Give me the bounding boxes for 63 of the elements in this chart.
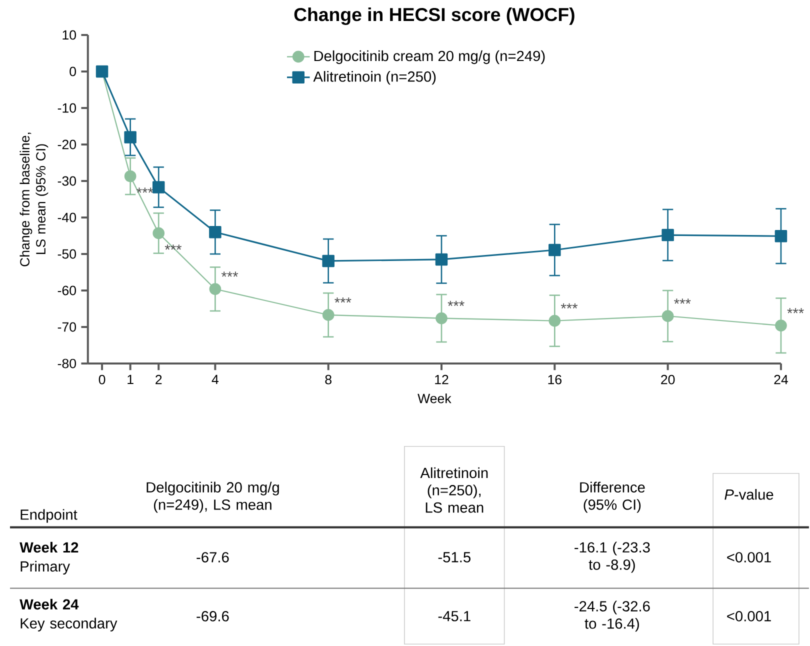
annotation: *** xyxy=(334,297,352,303)
point xyxy=(322,254,334,268)
point xyxy=(152,227,165,240)
y-tick-label: 0 xyxy=(70,66,76,76)
x-tick-label: 2 xyxy=(156,374,162,384)
annotation: *** xyxy=(674,298,691,304)
point xyxy=(124,170,136,182)
text: Endpoint xyxy=(20,509,78,523)
text: Week 12 xyxy=(20,542,78,553)
annotation: *** xyxy=(560,303,578,308)
annotation: *** xyxy=(221,272,238,277)
text: -16.1 (-23.3 to -8.9) xyxy=(574,542,650,573)
point xyxy=(209,226,222,238)
text: Difference (95% CI) xyxy=(580,482,645,513)
text: Key secondary xyxy=(20,618,118,632)
point xyxy=(775,320,787,332)
text: <0.001 xyxy=(727,552,771,562)
y-tick-label: -80 xyxy=(58,358,76,368)
text: <0.001 xyxy=(727,610,771,622)
point xyxy=(152,181,165,194)
legend-label: Alitretinoin (n=250) xyxy=(313,70,436,85)
x-tick-label: 8 xyxy=(325,374,332,384)
x-tick-label: 12 xyxy=(435,374,448,384)
point xyxy=(548,244,561,256)
text: -45.1 xyxy=(438,611,470,622)
text: Alitretinoin (n=250), LS mean xyxy=(420,467,488,513)
y-tick-label: -70 xyxy=(58,322,76,332)
y-tick-label: 10 xyxy=(62,30,76,40)
point xyxy=(435,253,448,266)
chart-title: Change in HECSI score (WOCF) xyxy=(294,7,574,25)
x-tick-label: 0 xyxy=(98,374,106,384)
x-tick-label: 24 xyxy=(774,374,788,384)
text: -69.6 xyxy=(196,610,229,622)
y-tick-label: -20 xyxy=(58,140,76,150)
y-tick-label: -30 xyxy=(58,176,76,186)
x-tick-label: 1 xyxy=(128,374,134,384)
point xyxy=(436,312,448,324)
x-axis-title: Week xyxy=(418,393,452,404)
point xyxy=(209,283,222,295)
x-tick-label: 16 xyxy=(548,374,562,384)
point xyxy=(548,314,561,327)
text: -67.6 xyxy=(196,552,229,562)
y-tick-label: -10 xyxy=(58,103,76,113)
annotation: *** xyxy=(448,300,464,306)
point xyxy=(774,230,788,242)
x-tick-label: 4 xyxy=(212,374,219,384)
point xyxy=(322,308,334,321)
x-tick-label: 20 xyxy=(661,374,675,384)
text: Week 24 xyxy=(20,598,79,610)
text: Delgocitinib 20 mg/g (n=249), LS mean xyxy=(146,482,279,513)
y-axis-title: Change from baseline, LS mean (95% CI) xyxy=(20,132,48,266)
point xyxy=(662,310,674,322)
annotation: *** xyxy=(787,308,804,314)
text: -51.5 xyxy=(438,552,470,562)
y-tick-label: -50 xyxy=(58,249,76,259)
text: Primary xyxy=(20,560,70,574)
text: P-value xyxy=(724,488,774,500)
y-tick-label: -60 xyxy=(58,286,76,296)
point xyxy=(124,131,136,144)
legend-label: Delgocitinib cream 20 mg/g (n=249) xyxy=(314,50,545,64)
point xyxy=(662,228,674,242)
text: -24.5 (-32.6 to -16.4) xyxy=(574,600,650,632)
y-tick-label: -40 xyxy=(58,212,76,222)
